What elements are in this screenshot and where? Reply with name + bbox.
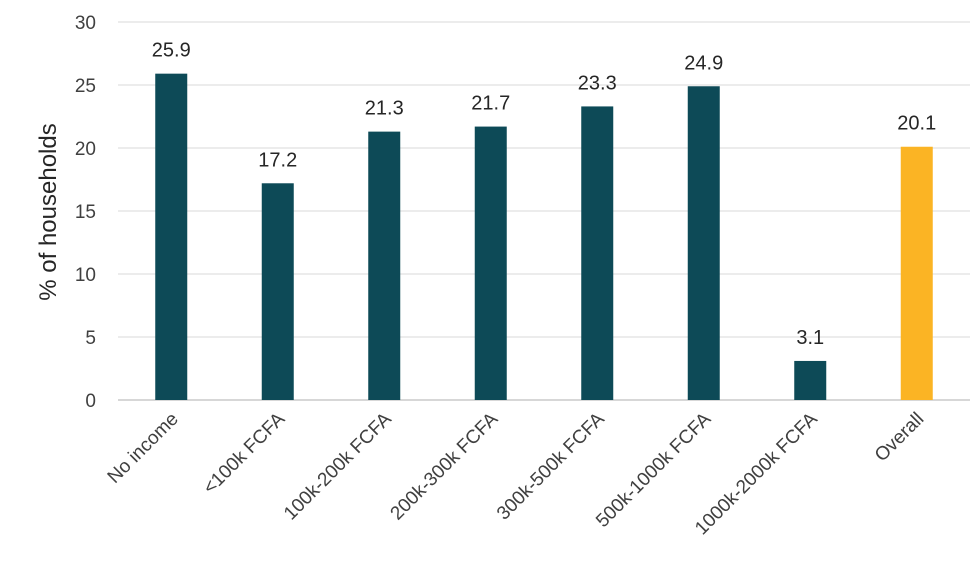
bar — [155, 73, 188, 400]
data-label: 24.9 — [684, 52, 723, 74]
bar — [687, 86, 720, 400]
y-axis-title: % of households — [35, 123, 62, 300]
y-tick-label: 5 — [85, 328, 96, 349]
data-labels: 25.9 17.2 21.3 21.7 23.3 24.9 3.1 20.1 — [152, 40, 936, 349]
data-label: 17.2 — [258, 149, 297, 171]
data-label: 21.3 — [365, 98, 404, 120]
x-tick-label: No income — [104, 409, 183, 488]
x-tick-label: 500k-1000k FCFA — [592, 408, 715, 531]
x-tick-label: 200k-300k FCFA — [387, 408, 503, 524]
y-axis-ticks: 0 5 10 15 20 25 30 — [75, 13, 96, 412]
x-tick-label: 100k-200k FCFA — [280, 408, 396, 524]
data-label: 23.3 — [578, 72, 617, 94]
y-tick-label: 25 — [75, 76, 96, 97]
bar — [581, 106, 614, 401]
y-tick-label: 30 — [75, 13, 96, 34]
x-tick-label: 300k-500k FCFA — [493, 408, 609, 524]
x-tick-label: Overall — [871, 409, 928, 466]
bar — [474, 126, 507, 400]
bar — [900, 146, 933, 400]
y-tick-label: 10 — [75, 265, 96, 286]
y-tick-label: 20 — [75, 139, 96, 160]
bar — [261, 183, 294, 400]
data-label: 21.7 — [471, 93, 510, 115]
bar — [368, 131, 401, 400]
y-tick-label: 15 — [75, 202, 96, 223]
bar — [794, 360, 827, 400]
data-label: 20.1 — [897, 113, 936, 135]
bars — [155, 73, 933, 401]
gridlines — [118, 21, 970, 401]
x-tick-label: 1000k-2000k FCFA — [691, 408, 822, 539]
data-label: 25.9 — [152, 40, 191, 62]
y-tick-label: 0 — [85, 391, 96, 412]
x-tick-label: <100k FCFA — [199, 408, 289, 498]
data-label: 3.1 — [796, 327, 824, 349]
